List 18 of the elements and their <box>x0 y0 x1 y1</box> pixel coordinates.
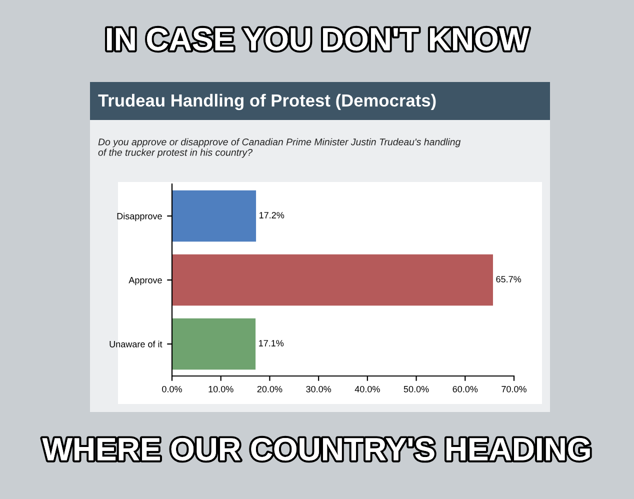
data-label: 17.1% <box>259 340 284 346</box>
x-tick-label: 30.0% <box>306 386 332 392</box>
x-tick-label: 40.0% <box>354 386 380 392</box>
x-tick-label: 0.0% <box>162 386 182 392</box>
chart-subtitle: Do you approve or disapprove of Canadian Prime Minister Justin Trudeau's handling of the trucker protest in his country? <box>98 138 461 158</box>
y-tick-label: Unaware of it <box>110 340 162 348</box>
data-label: 65.7% <box>496 276 522 282</box>
x-tick-label: 70.0% <box>502 386 526 392</box>
x-tick-label: 50.0% <box>404 386 429 392</box>
y-tick-label: Approve <box>128 277 162 286</box>
text: WHERE OUR COUNTRY'S HEADING <box>42 438 590 461</box>
chart-title: Trudeau Handling of Protest (Democrats) <box>98 94 436 110</box>
x-tick-label: 60.0% <box>452 386 478 392</box>
x-tick-label: 20.0% <box>257 386 282 392</box>
data-label: 17.2% <box>260 212 284 218</box>
x-tick-label: 10.0% <box>208 386 234 392</box>
text: IN CASE YOU DON'T KNOW <box>107 28 530 51</box>
y-tick-label: Disapprove <box>117 212 162 222</box>
